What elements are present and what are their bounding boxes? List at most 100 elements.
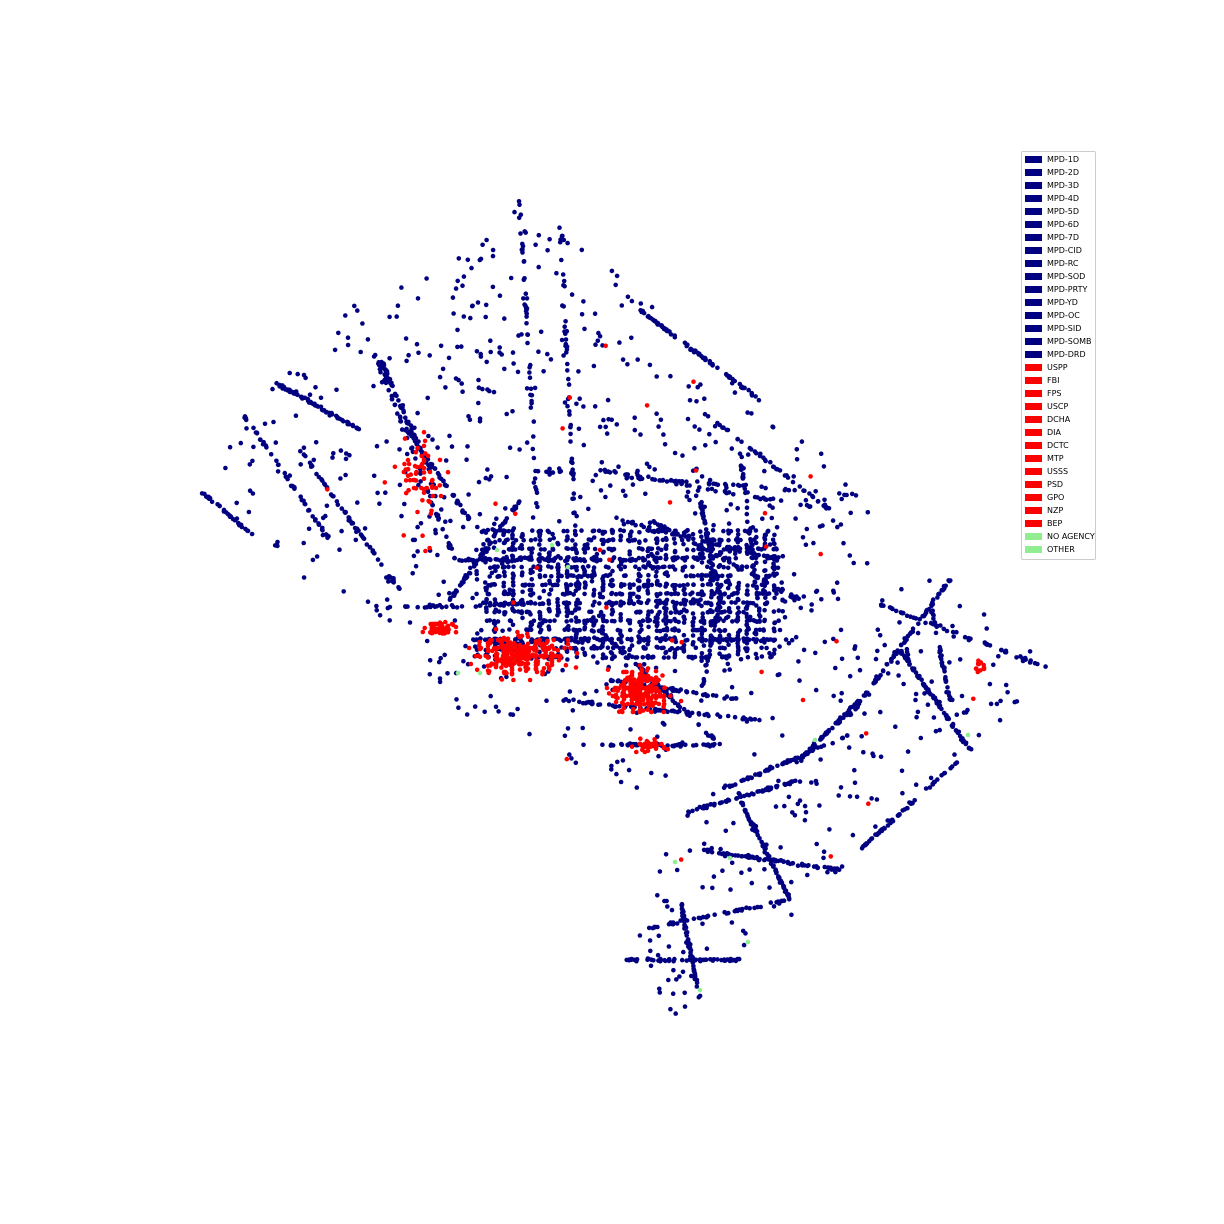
mpd-incident-point — [591, 654, 596, 659]
mpd-incident-point — [273, 440, 279, 445]
mpd-incident-point — [822, 502, 828, 508]
mpd-incident-point — [725, 585, 731, 591]
federal-incident-point — [493, 664, 499, 670]
mpd-incident-point — [613, 704, 619, 709]
mpd-incident-point — [581, 442, 587, 448]
mpd-incident-point — [674, 481, 679, 487]
mpd-incident-point — [758, 638, 764, 644]
mpd-incident-point — [825, 869, 830, 875]
mpd-incident-point — [784, 473, 789, 478]
mpd-incident-point — [680, 453, 685, 458]
mpd-incident-point — [771, 566, 777, 572]
mpd-incident-point — [656, 753, 661, 759]
mpd-incident-point — [700, 921, 705, 927]
mpd-incident-point — [937, 727, 942, 733]
mpd-incident-point — [957, 603, 963, 609]
mpd-incident-point — [432, 466, 438, 471]
mpd-incident-point — [547, 591, 552, 597]
mpd-incident-point — [460, 389, 465, 395]
mpd-incident-point — [677, 708, 682, 714]
mpd-incident-point — [726, 606, 732, 611]
mpd-incident-point — [525, 332, 530, 337]
mpd-incident-point — [291, 484, 297, 490]
federal-incident-point — [501, 653, 507, 659]
mpd-incident-point — [647, 938, 653, 943]
federal-incident-point — [533, 667, 539, 672]
mpd-incident-point — [692, 424, 697, 429]
mpd-incident-point — [781, 859, 786, 865]
mpd-incident-point — [511, 564, 516, 569]
mpd-incident-point — [703, 356, 708, 362]
federal-incident-point — [660, 673, 665, 678]
mpd-incident-point — [565, 657, 570, 662]
mpd-incident-point — [699, 638, 705, 644]
mpd-incident-point — [715, 581, 720, 587]
mpd-incident-point — [463, 573, 468, 578]
federal-incident-point — [550, 653, 555, 659]
mpd-incident-point — [652, 529, 657, 535]
mpd-incident-point — [545, 528, 551, 534]
mpd-incident-point — [596, 330, 601, 336]
mpd-incident-point — [739, 439, 744, 445]
mpd-incident-point — [451, 492, 457, 498]
mpd-incident-point — [728, 887, 733, 892]
mpd-incident-point — [916, 621, 921, 627]
mpd-incident-point — [613, 641, 618, 647]
mpd-incident-point — [663, 773, 668, 778]
mpd-incident-point — [487, 603, 493, 608]
mpd-incident-point — [913, 782, 919, 787]
federal-incident-point — [485, 646, 491, 652]
mpd-incident-point — [511, 608, 516, 613]
mpd-incident-point — [663, 852, 669, 857]
mpd-incident-point — [557, 225, 562, 230]
mpd-incident-point — [745, 452, 751, 457]
mpd-incident-point — [339, 506, 345, 511]
mpd-incident-point — [427, 353, 433, 358]
mpd-incident-point — [770, 464, 776, 470]
mpd-incident-point — [822, 639, 828, 645]
mpd-incident-point — [199, 491, 205, 496]
mpd-incident-point — [608, 650, 614, 655]
mpd-incident-point — [268, 452, 274, 457]
mpd-incident-point — [771, 583, 777, 588]
federal-incident-point — [505, 636, 511, 641]
mpd-incident-point — [453, 286, 459, 291]
mpd-incident-point — [552, 582, 558, 588]
mpd-incident-point — [649, 609, 654, 614]
federal-incident-point — [641, 702, 647, 707]
federal-incident-point — [503, 644, 509, 649]
mpd-incident-point — [571, 556, 576, 561]
mpd-incident-point — [567, 590, 573, 596]
mpd-incident-point — [752, 580, 758, 585]
mpd-incident-point — [733, 537, 739, 543]
mpd-incident-point — [496, 573, 501, 579]
mpd-incident-point — [655, 952, 661, 958]
mpd-incident-point — [560, 272, 566, 277]
mpd-incident-point — [641, 564, 646, 569]
mpd-incident-point — [771, 863, 776, 868]
mpd-incident-point — [800, 535, 806, 540]
mpd-incident-point — [699, 625, 705, 631]
mpd-incident-point — [674, 921, 680, 926]
mpd-incident-point — [614, 771, 619, 777]
mpd-incident-point — [929, 603, 934, 609]
mpd-incident-point — [743, 606, 749, 611]
federal-incident-point — [503, 669, 508, 675]
mpd-incident-point — [911, 667, 916, 673]
mpd-incident-point — [481, 542, 486, 547]
mpd-incident-point — [802, 488, 807, 494]
mpd-incident-point — [234, 516, 240, 521]
mpd-incident-point — [729, 380, 735, 386]
mpd-incident-point — [728, 573, 733, 579]
mpd-incident-point — [263, 443, 269, 448]
mpd-incident-point — [386, 387, 392, 393]
mpd-incident-point — [857, 667, 863, 673]
mpd-incident-point — [717, 800, 723, 806]
mpd-incident-point — [855, 655, 861, 661]
mpd-incident-point — [707, 360, 713, 366]
mpd-incident-point — [902, 639, 908, 644]
mpd-incident-point — [517, 600, 522, 606]
mpd-incident-point — [392, 402, 398, 408]
mpd-incident-point — [664, 591, 669, 596]
federal-incident-point — [517, 651, 523, 657]
